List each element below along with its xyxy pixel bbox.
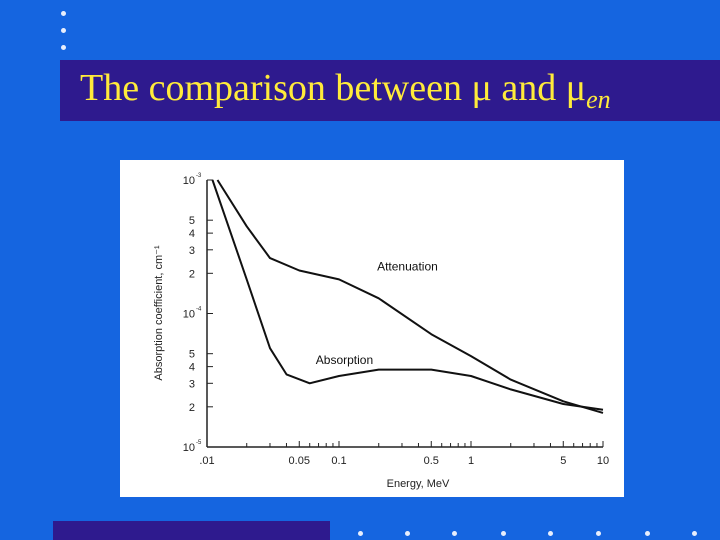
dot-icon [645,531,650,536]
title-band: The comparison between μ and μen [60,60,720,121]
chart-panel: Absorption coefficient, cm⁻¹ Energy, MeV… [120,160,624,497]
x-tick-label: 10 [597,455,609,467]
y-tick-exponent: -4 [196,307,202,313]
x-tick-label: 0.1 [331,455,346,467]
y-tick-label: 5 [189,349,195,361]
slide-title-subscript: en [586,85,611,114]
absorption-chart: Absorption coefficient, cm⁻¹ Energy, MeV… [153,173,609,490]
dot-icon [692,531,697,536]
y-tick-label: 2 [189,402,195,414]
dot-icon [452,531,457,536]
y-tick-label: 3 [189,378,195,390]
dot-icon [548,531,553,536]
x-tick-label: 0.5 [424,455,439,467]
dot-icon [596,531,601,536]
y-tick-exponent: -5 [196,440,202,446]
series-line-absorption [211,179,604,411]
y-tick-label: 4 [189,362,195,374]
series-label-absorption: Absorption [316,353,373,367]
y-axis-label: Absorption coefficient, cm⁻¹ [153,245,165,381]
dot-icon [501,531,506,536]
y-tick-label: 2 [189,268,195,280]
series-label-attenuation: Attenuation [377,259,438,273]
y-tick-label: 10 [183,442,195,454]
dot-icon [358,531,363,536]
y-tick-label: 5 [189,215,195,227]
x-tick-label: .01 [199,455,214,467]
y-tick-label: 10 [183,175,195,187]
x-tick-label: 1 [468,455,474,467]
dot-icon [61,45,66,50]
x-axis-label: Energy, MeV [387,478,450,490]
dot-icon [405,531,410,536]
x-tick-label: 5 [560,455,566,467]
slide-title: The comparison between μ and μen [80,66,611,115]
y-tick-label: 10 [183,309,195,321]
bottom-bar [53,521,330,540]
dot-icon [61,11,66,16]
slide-title-main: The comparison between μ and μ [80,67,587,109]
y-tick-exponent: -3 [196,173,202,179]
dot-icon [61,28,66,33]
series-line-attenuation [216,179,604,414]
y-tick-label: 3 [189,245,195,257]
y-tick-label: 4 [189,228,195,240]
x-tick-label: 0.05 [289,455,310,467]
